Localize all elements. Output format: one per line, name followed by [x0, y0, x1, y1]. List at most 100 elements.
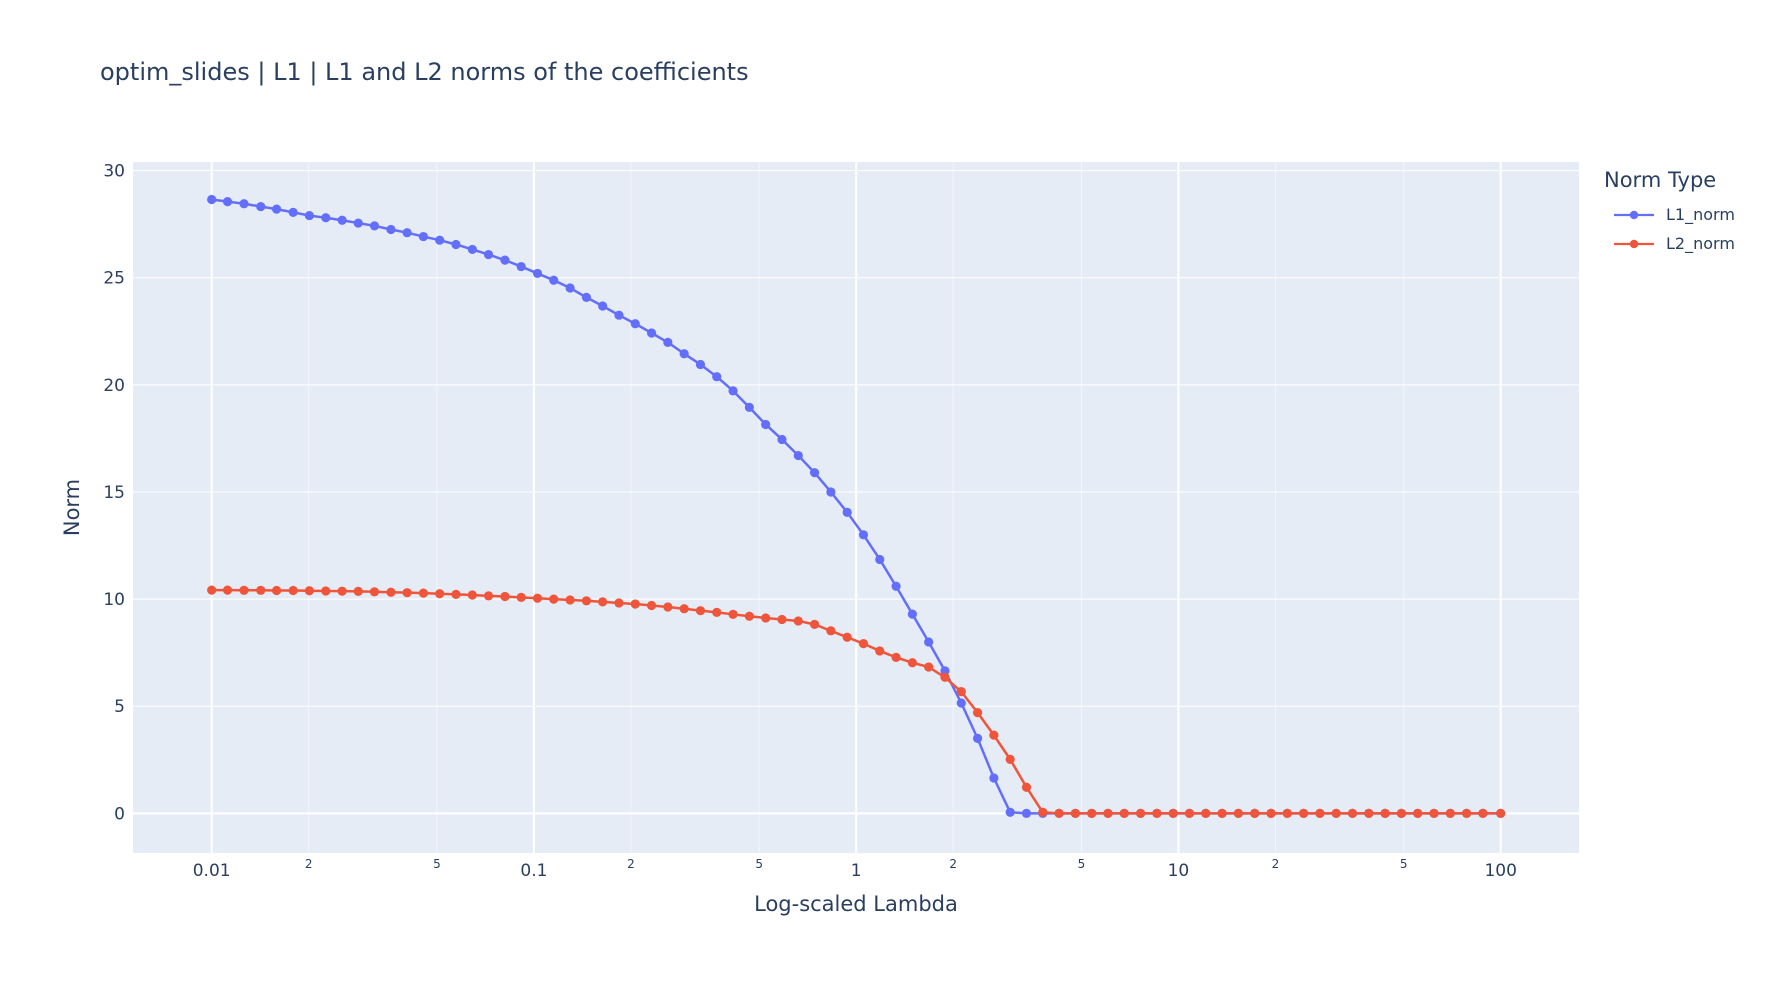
data-point-L2_norm [858, 639, 869, 649]
data-point-L1_norm [809, 468, 820, 478]
x-minor-tick-label: 2 [1272, 857, 1280, 871]
data-point-L1_norm [972, 733, 983, 743]
data-point-L2_norm [1135, 808, 1146, 818]
data-point-L2_norm [940, 672, 950, 682]
data-point-L1_norm [761, 419, 771, 430]
x-tick-label: 1 [851, 861, 862, 881]
data-point-L2_norm [614, 598, 624, 608]
data-point-L1_norm [549, 275, 559, 285]
chart-title: optim_slides | L1 | L1 and L2 norms of t… [100, 58, 749, 86]
data-point-L2_norm [712, 607, 722, 617]
data-point-L1_norm [369, 221, 380, 231]
data-point-L2_norm [1396, 808, 1407, 818]
data-point-L1_norm [598, 301, 608, 311]
x-tick-label: 0.1 [520, 861, 547, 881]
data-point-L2_norm [256, 585, 266, 595]
data-point-L2_norm [1184, 808, 1195, 818]
data-point-L2_norm [1217, 808, 1227, 818]
data-point-L2_norm [842, 632, 852, 642]
data-point-L2_norm [304, 586, 314, 596]
data-point-L2_norm [1005, 754, 1015, 764]
data-point-L1_norm [826, 487, 836, 497]
data-point-L1_norm [1005, 807, 1015, 817]
data-point-L2_norm [646, 600, 657, 611]
data-point-L1_norm [1021, 808, 1032, 818]
data-point-L1_norm [321, 213, 331, 223]
data-point-L1_norm [386, 224, 396, 235]
data-point-L2_norm [1445, 808, 1455, 818]
data-point-L1_norm [842, 507, 852, 517]
data-point-L1_norm [777, 434, 787, 445]
data-point-L2_norm [679, 604, 689, 614]
data-point-L2_norm [239, 585, 249, 595]
data-point-L2_norm [451, 589, 461, 599]
legend-label-l2: L2_norm [1666, 234, 1735, 253]
data-point-L2_norm [1038, 807, 1048, 817]
data-point-L2_norm [924, 662, 934, 672]
legend: Norm Type L1_norm L2_norm [1604, 168, 1735, 258]
legend-title: Norm Type [1604, 168, 1717, 192]
data-point-L2_norm [1250, 808, 1260, 818]
y-tick-label: 25 [103, 269, 125, 289]
data-point-L2_norm [467, 590, 477, 600]
data-point-L1_norm [402, 228, 412, 238]
data-point-L1_norm [907, 609, 917, 619]
x-minor-tick-label: 2 [305, 857, 313, 871]
data-point-L1_norm [744, 402, 754, 412]
data-point-L1_norm [353, 218, 363, 228]
data-point-L2_norm [207, 585, 217, 595]
data-point-L2_norm [1413, 808, 1423, 818]
y-tick-label: 20 [103, 376, 125, 396]
y-tick-label: 30 [103, 162, 125, 182]
data-point-L2_norm [516, 592, 526, 602]
data-point-L1_norm [712, 372, 722, 382]
y-tick-label: 0 [114, 804, 125, 824]
data-point-L2_norm [565, 595, 575, 605]
data-point-L1_norm [418, 231, 429, 242]
data-point-L1_norm [679, 349, 689, 359]
data-point-L2_norm [532, 593, 543, 603]
data-point-L2_norm [271, 585, 282, 596]
data-point-L2_norm [1152, 808, 1162, 818]
legend-label-l1: L1_norm [1666, 205, 1735, 224]
data-point-L1_norm [891, 581, 901, 591]
data-point-L2_norm [337, 586, 347, 596]
data-point-L2_norm [1103, 808, 1113, 818]
data-point-L2_norm [728, 609, 738, 619]
data-point-L1_norm [467, 244, 477, 255]
data-point-L1_norm [271, 204, 282, 214]
legend-item-l1[interactable]: L1_norm [1604, 200, 1735, 229]
legend-item-l2[interactable]: L2_norm [1604, 229, 1735, 258]
y-tick-label: 15 [103, 483, 125, 503]
data-point-L1_norm [793, 450, 803, 461]
data-point-L2_norm [826, 626, 836, 636]
data-point-L1_norm [630, 319, 640, 329]
data-point-L1_norm [207, 194, 217, 205]
data-point-L2_norm [875, 646, 885, 656]
data-point-L2_norm [353, 586, 363, 596]
data-point-L2_norm [1331, 808, 1341, 818]
x-tick-label: 0.01 [193, 861, 231, 881]
data-point-L1_norm [337, 215, 347, 225]
data-point-L2_norm [793, 616, 803, 626]
data-point-L1_norm [483, 249, 494, 260]
data-point-L2_norm [1429, 808, 1439, 818]
data-point-L2_norm [1496, 808, 1506, 818]
data-point-L2_norm [549, 594, 559, 604]
data-point-L2_norm [630, 599, 640, 609]
data-point-L1_norm [288, 207, 298, 217]
data-point-L2_norm [777, 614, 787, 625]
x-minor-tick-label: 2 [627, 857, 635, 871]
x-tick-label: 10 [1168, 861, 1190, 881]
data-point-L2_norm [695, 606, 706, 616]
data-point-L2_norm [222, 585, 233, 595]
data-point-L2_norm [1054, 808, 1064, 818]
data-point-L1_norm [532, 268, 543, 279]
data-point-L2_norm [989, 730, 999, 740]
data-point-L2_norm [581, 596, 592, 606]
data-point-L1_norm [924, 637, 934, 647]
data-point-L2_norm [1201, 808, 1211, 818]
data-point-L2_norm [483, 591, 494, 601]
data-point-L2_norm [1021, 782, 1032, 792]
